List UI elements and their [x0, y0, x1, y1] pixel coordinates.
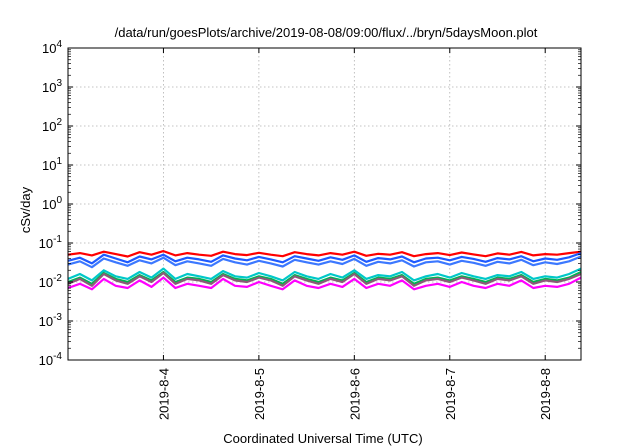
y-tick-label: 10-2 — [39, 273, 63, 290]
y-tick-label: 103 — [42, 78, 62, 95]
y-tick-label: 10-4 — [39, 351, 63, 368]
x-axis: 2019-8-4 2019-8-5 2019-8-6 2019-8-7 2019-8-8 — [156, 48, 553, 420]
series-3-line — [67, 267, 582, 282]
series-2-line — [67, 255, 582, 269]
series-0-line — [67, 250, 582, 258]
y-tick-label: 100 — [42, 195, 62, 212]
x-tick-label: 2019-8-4 — [156, 368, 171, 420]
y-axis-label: cSv/day — [18, 186, 33, 233]
y-tick-label: 104 — [42, 39, 62, 56]
x-tick-label: 2019-8-6 — [347, 368, 362, 420]
y-axis: 10-4 10-3 10-2 10-1 100 101 102 103 104 — [39, 39, 581, 368]
series-5-line — [67, 271, 582, 287]
series-layer — [67, 250, 582, 291]
y-tick-label: 102 — [42, 117, 62, 134]
grid — [68, 47, 581, 361]
chart-title: /data/run/goesPlots/archive/2019-08-08/0… — [115, 25, 538, 40]
x-tick-label: 2019-8-7 — [443, 368, 458, 420]
x-tick-label: 2019-8-8 — [538, 368, 553, 420]
series-6-line — [67, 276, 582, 291]
y-tick-label: 101 — [42, 156, 62, 173]
y-tick-label: 10-1 — [39, 234, 63, 251]
x-axis-label: Coordinated Universal Time (UTC) — [223, 431, 422, 446]
series-1-line — [67, 252, 582, 265]
x-tick-label: 2019-8-5 — [252, 368, 267, 420]
y-tick-label: 10-3 — [39, 312, 63, 329]
series-4-line — [67, 270, 582, 285]
